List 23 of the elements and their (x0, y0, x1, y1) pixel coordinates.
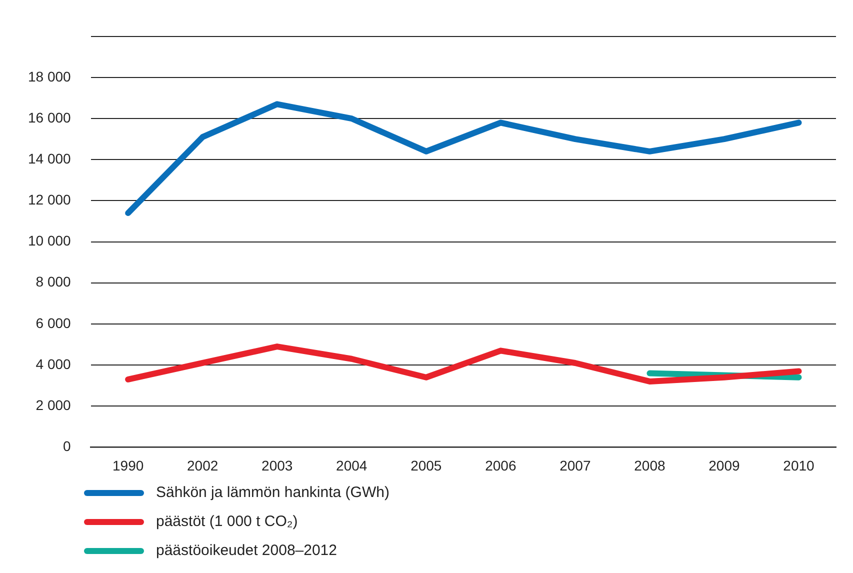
y-tick-label: 10 000 (28, 232, 72, 249)
y-tick-label: 2 000 (36, 396, 72, 413)
y-tick-label: 4 000 (36, 356, 72, 372)
x-tick-label: 2005 (410, 457, 442, 474)
x-tick-label: 1990 (112, 457, 144, 474)
legend-label: Sähkön ja lämmön hankinta (GWh) (156, 484, 390, 501)
x-tick-label: 2006 (485, 457, 516, 474)
x-tick-label: 2009 (708, 457, 740, 474)
x-tick-label: 2003 (262, 457, 293, 474)
x-tick-label: 2007 (560, 457, 591, 474)
x-tick-label: 2008 (634, 457, 666, 474)
y-tick-label: 6 000 (36, 314, 72, 331)
legend-label: päästöt (1 000 t CO₂) (156, 513, 298, 530)
x-tick-label: 2002 (187, 457, 218, 474)
x-tick-label: 2004 (336, 457, 368, 474)
y-tick-label: 16 000 (28, 109, 72, 126)
x-tick-label: 2010 (783, 457, 815, 474)
y-tick-label: 14 000 (28, 150, 72, 166)
y-tick-label: 8 000 (36, 274, 72, 290)
y-tick-label: 18 000 (28, 68, 72, 84)
y-tick-label: 0 (63, 438, 72, 454)
y-tick-label: 12 000 (28, 192, 72, 208)
legend-label: päästöoikeudet 2008–2012 (156, 542, 337, 559)
